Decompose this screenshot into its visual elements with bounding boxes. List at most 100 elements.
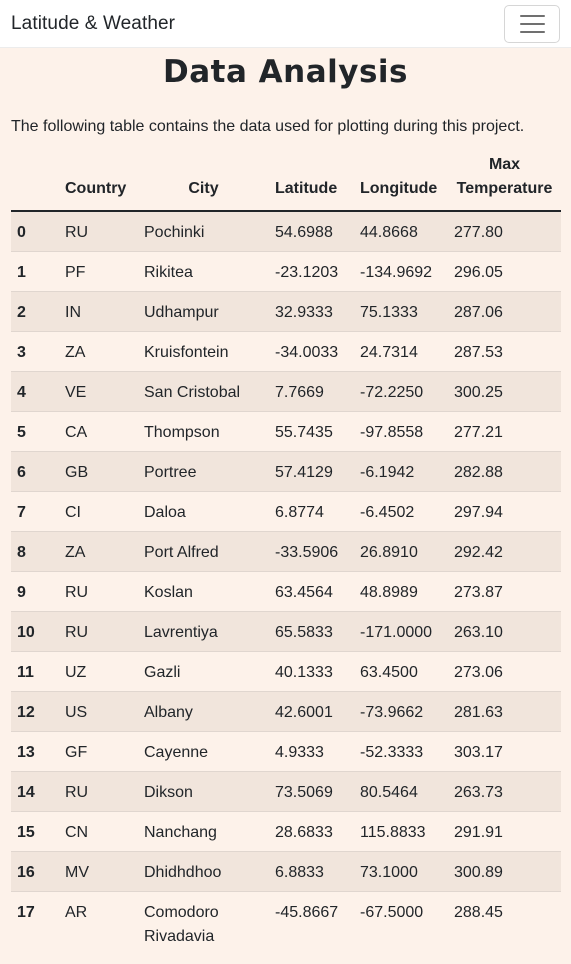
cell-city: Dhidhdhoo bbox=[138, 850, 269, 891]
cell-index: 6 bbox=[11, 450, 59, 491]
cell-city: San Cristobal bbox=[138, 370, 269, 411]
header-index bbox=[11, 153, 59, 212]
cell-max-temperature: 297.94 bbox=[448, 490, 561, 531]
cell-latitude: 6.8774 bbox=[269, 490, 354, 531]
cell-latitude: -33.5906 bbox=[269, 530, 354, 571]
cell-longitude: -134.9692 bbox=[354, 250, 448, 291]
cell-longitude: 115.8833 bbox=[354, 810, 448, 851]
cell-index: 4 bbox=[11, 370, 59, 411]
cell-max-temperature: 287.06 bbox=[448, 290, 561, 331]
table-header-row: Country City Latitude Longitude Max Temp… bbox=[11, 153, 561, 212]
cell-longitude: 80.5464 bbox=[354, 770, 448, 811]
cell-country: GF bbox=[59, 730, 138, 771]
cell-longitude: 44.8668 bbox=[354, 210, 448, 251]
cell-country: RU bbox=[59, 610, 138, 651]
cell-country: UZ bbox=[59, 650, 138, 691]
cell-index: 0 bbox=[11, 210, 59, 251]
cell-index: 3 bbox=[11, 330, 59, 371]
cell-longitude: 63.4500 bbox=[354, 650, 448, 691]
cell-city: Portree bbox=[138, 450, 269, 491]
cell-longitude: 75.1333 bbox=[354, 290, 448, 331]
brand-link[interactable]: Latitude & Weather bbox=[11, 12, 176, 34]
cell-index: 13 bbox=[11, 730, 59, 771]
cell-longitude: -171.0000 bbox=[354, 610, 448, 651]
header-latitude: Latitude bbox=[269, 153, 354, 212]
cell-latitude: 57.4129 bbox=[269, 450, 354, 491]
cell-index: 5 bbox=[11, 410, 59, 451]
table-row: 8 ZA Port Alfred -33.5906 26.8910 292.42 bbox=[11, 530, 561, 571]
table-row: 17 AR Comodoro Rivadavia -45.8667 -67.5000 28… bbox=[11, 890, 561, 949]
hamburger-menu-icon bbox=[519, 14, 545, 17]
cell-city: Thompson bbox=[138, 410, 269, 451]
intro-text: The following table contains the data us… bbox=[11, 118, 525, 135]
table-row: 2 IN Udhampur 32.9333 75.1333 287.06 bbox=[11, 290, 561, 331]
cell-city: Kruisfontein bbox=[138, 330, 269, 371]
table-row: 11 UZ Gazli 40.1333 63.4500 273.06 bbox=[11, 650, 561, 691]
cell-city: Rikitea bbox=[138, 250, 269, 291]
cell-index: 10 bbox=[11, 610, 59, 651]
cell-latitude: 54.6988 bbox=[269, 210, 354, 251]
cell-longitude: 48.8989 bbox=[354, 570, 448, 611]
cell-longitude: -6.1942 bbox=[354, 450, 448, 491]
cell-longitude: -52.3333 bbox=[354, 730, 448, 771]
table-body: 0 RU Pochinki 54.6988 44.8668 277.80 1 PF Rikite… bbox=[11, 210, 561, 949]
cell-country: RU bbox=[59, 210, 138, 251]
cell-country: CN bbox=[59, 810, 138, 851]
cell-index: 9 bbox=[11, 570, 59, 611]
cell-index: 2 bbox=[11, 290, 59, 331]
table-row: 5 CA Thompson 55.7435 -97.8558 277.21 bbox=[11, 410, 561, 451]
cell-country: ZA bbox=[59, 330, 138, 371]
cell-city: Koslan bbox=[138, 570, 269, 611]
cell-index: 1 bbox=[11, 250, 59, 291]
menu-toggle-button[interactable] bbox=[504, 4, 560, 43]
cell-city: Lavrentiya bbox=[138, 610, 269, 651]
cell-max-temperature: 263.10 bbox=[448, 610, 561, 651]
cell-index: 14 bbox=[11, 770, 59, 811]
main-content: Data Analysis The following table contai… bbox=[0, 54, 571, 949]
table-row: 4 VE San Cristobal 7.7669 -72.2250 300.25 bbox=[11, 370, 561, 411]
cell-max-temperature: 288.45 bbox=[448, 890, 561, 949]
header-max-temperature: Max Temperature bbox=[448, 153, 561, 212]
cell-max-temperature: 292.42 bbox=[448, 530, 561, 571]
table-row: 0 RU Pochinki 54.6988 44.8668 277.80 bbox=[11, 210, 561, 251]
cell-latitude: 40.1333 bbox=[269, 650, 354, 691]
cell-city: Gazli bbox=[138, 650, 269, 691]
cell-index: 17 bbox=[11, 890, 59, 949]
cell-latitude: 4.9333 bbox=[269, 730, 354, 771]
cell-max-temperature: 273.87 bbox=[448, 570, 561, 611]
cell-index: 16 bbox=[11, 850, 59, 891]
cell-country: VE bbox=[59, 370, 138, 411]
cell-country: PF bbox=[59, 250, 138, 291]
cell-latitude: 65.5833 bbox=[269, 610, 354, 651]
header-country: Country bbox=[59, 153, 138, 212]
cell-max-temperature: 296.05 bbox=[448, 250, 561, 291]
table-row: 6 GB Portree 57.4129 -6.1942 282.88 bbox=[11, 450, 561, 491]
page-title: Data Analysis bbox=[162, 54, 409, 90]
cell-country: IN bbox=[59, 290, 138, 331]
cell-country: US bbox=[59, 690, 138, 731]
table-row: 13 GF Cayenne 4.9333 -52.3333 303.17 bbox=[11, 730, 561, 771]
cell-city: Cayenne bbox=[138, 730, 269, 771]
cell-longitude: -6.4502 bbox=[354, 490, 448, 531]
cell-max-temperature: 291.91 bbox=[448, 810, 561, 851]
cell-country: ZA bbox=[59, 530, 138, 571]
cell-country: CA bbox=[59, 410, 138, 451]
cell-city: Pochinki bbox=[138, 210, 269, 251]
cell-city: Comodoro Rivadavia bbox=[138, 890, 269, 949]
cell-latitude: 42.6001 bbox=[269, 690, 354, 731]
cell-max-temperature: 273.06 bbox=[448, 650, 561, 691]
cell-country: RU bbox=[59, 770, 138, 811]
header-longitude: Longitude bbox=[354, 153, 448, 212]
cell-latitude: 32.9333 bbox=[269, 290, 354, 331]
cell-country: MV bbox=[59, 850, 138, 891]
cell-city: Dikson bbox=[138, 770, 269, 811]
cell-city: Daloa bbox=[138, 490, 269, 531]
cell-latitude: 6.8833 bbox=[269, 850, 354, 891]
cell-max-temperature: 300.89 bbox=[448, 850, 561, 891]
cell-city: Port Alfred bbox=[138, 530, 269, 571]
cell-latitude: 73.5069 bbox=[269, 770, 354, 811]
table-row: 16 MV Dhidhdhoo 6.8833 73.1000 300.89 bbox=[11, 850, 561, 891]
data-table: Country City Latitude Longitude Max Temp… bbox=[11, 153, 561, 949]
table-row: 15 CN Nanchang 28.6833 115.8833 291.91 bbox=[11, 810, 561, 851]
table-row: 3 ZA Kruisfontein -34.0033 24.7314 287.53 bbox=[11, 330, 561, 371]
